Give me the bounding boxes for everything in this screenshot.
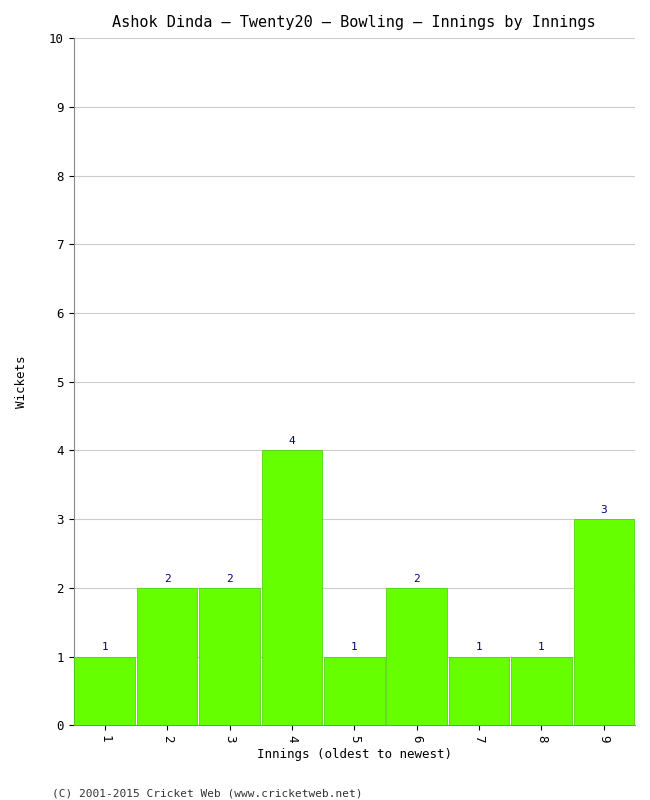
Bar xyxy=(75,657,135,726)
Bar xyxy=(386,588,447,726)
Bar xyxy=(324,657,385,726)
Text: 3: 3 xyxy=(601,505,607,515)
Bar xyxy=(262,450,322,726)
Y-axis label: Wickets: Wickets xyxy=(15,355,28,408)
X-axis label: Innings (oldest to newest): Innings (oldest to newest) xyxy=(257,748,452,761)
Bar xyxy=(137,588,198,726)
Title: Ashok Dinda – Twenty20 – Bowling – Innings by Innings: Ashok Dinda – Twenty20 – Bowling – Innin… xyxy=(112,15,596,30)
Text: (C) 2001-2015 Cricket Web (www.cricketweb.net): (C) 2001-2015 Cricket Web (www.cricketwe… xyxy=(52,788,363,798)
Bar xyxy=(200,588,260,726)
Text: 1: 1 xyxy=(101,642,108,652)
Bar xyxy=(573,519,634,726)
Text: 2: 2 xyxy=(164,574,170,584)
Text: 1: 1 xyxy=(351,642,358,652)
Bar xyxy=(511,657,572,726)
Text: 1: 1 xyxy=(538,642,545,652)
Text: 2: 2 xyxy=(413,574,420,584)
Text: 1: 1 xyxy=(476,642,482,652)
Text: 4: 4 xyxy=(289,436,295,446)
Bar xyxy=(448,657,510,726)
Text: 2: 2 xyxy=(226,574,233,584)
